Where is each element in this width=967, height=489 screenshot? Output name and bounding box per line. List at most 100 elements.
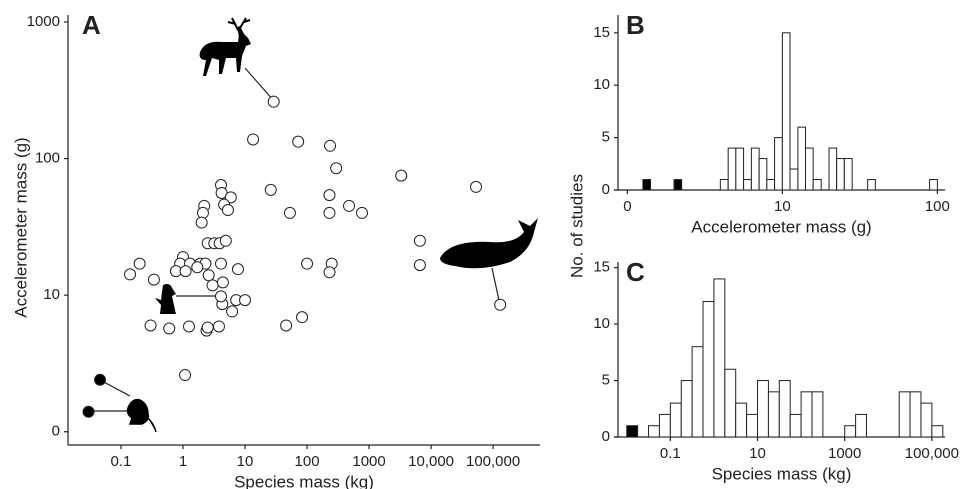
x-tick-label: 100,000 (466, 453, 520, 470)
bar (648, 425, 660, 438)
y-tick-label: 5 (602, 372, 610, 389)
y-tick-label: 0 (602, 181, 610, 198)
bar (781, 32, 791, 191)
point (280, 319, 293, 332)
bar (642, 179, 652, 191)
x-tick-label: 0 (623, 198, 631, 215)
bar (855, 413, 867, 438)
point (214, 257, 227, 270)
point (202, 269, 215, 282)
point (239, 294, 252, 307)
bar (727, 147, 737, 191)
bar (828, 147, 838, 191)
bar (719, 179, 729, 191)
y-tick-label: 0 (52, 423, 60, 440)
bar (931, 425, 944, 438)
bar (626, 425, 639, 438)
point (247, 133, 260, 146)
bar (746, 413, 759, 438)
x-tick-label: 10 (749, 445, 766, 462)
point (413, 259, 426, 272)
point (224, 191, 237, 204)
point (324, 139, 337, 152)
point (494, 298, 507, 311)
y-tick-label: 0 (602, 428, 610, 445)
bar (800, 391, 813, 438)
point (356, 206, 369, 219)
y-tick-label: 10 (593, 315, 610, 332)
point (216, 276, 229, 289)
point (144, 319, 157, 332)
bar (778, 380, 791, 438)
bar (836, 158, 845, 191)
y-tick-label: 10 (593, 76, 610, 93)
x-tick-label: 100 (295, 453, 320, 470)
mouse-icon (126, 398, 157, 433)
x-axis-label: Species mass (kg) (234, 472, 374, 489)
connector (244, 67, 275, 102)
y-tick-label: 100 (35, 150, 60, 167)
point (206, 279, 219, 292)
bar (673, 179, 683, 191)
bar (702, 301, 715, 438)
bar (735, 402, 748, 438)
point (264, 183, 277, 196)
deer-icon (199, 17, 251, 76)
point (163, 322, 176, 335)
x-tick-label: 1 (179, 453, 187, 470)
y-axis-label: Accelerometer mass (g) (11, 137, 30, 317)
point (470, 180, 483, 193)
panel-label: A (82, 10, 101, 40)
panel-label: C (626, 257, 645, 287)
point (221, 204, 234, 217)
y-tick-label: 15 (593, 259, 610, 276)
bar (898, 391, 911, 438)
x-tick-label: 100,000 (905, 445, 959, 462)
bar (767, 391, 780, 438)
x-tick-label: 10,000 (408, 453, 454, 470)
point (231, 263, 244, 276)
x-tick-label: 100 (925, 198, 950, 215)
point (343, 199, 356, 212)
x-axis-label: Species mass (kg) (712, 464, 852, 483)
bar (750, 147, 760, 191)
point (267, 95, 280, 108)
point (323, 206, 336, 219)
point (283, 206, 296, 219)
point (179, 265, 192, 278)
bar (920, 402, 933, 438)
point (296, 311, 309, 324)
y-tick-label: 10 (43, 286, 60, 303)
bar (811, 391, 824, 438)
bar (843, 158, 853, 191)
point (301, 257, 314, 270)
y-axis-label: No. of studies (567, 174, 586, 278)
panel-label: B (626, 10, 645, 40)
x-tick-label: 1000 (352, 453, 385, 470)
bar (743, 179, 752, 191)
connector (491, 267, 501, 306)
bar (691, 346, 704, 438)
bar (805, 147, 814, 191)
y-tick-label: 1000 (27, 13, 60, 30)
point (330, 162, 343, 175)
point (191, 261, 204, 274)
point (219, 234, 232, 247)
bar (909, 391, 922, 438)
point (147, 273, 160, 286)
x-tick-label: 10 (774, 198, 791, 215)
point (124, 268, 137, 281)
bar (766, 179, 776, 191)
point (395, 169, 408, 182)
point (323, 189, 336, 202)
point (182, 320, 195, 333)
point (195, 216, 208, 229)
bar (724, 368, 737, 438)
whale-icon (440, 218, 538, 269)
bar (758, 158, 768, 191)
point (292, 135, 305, 148)
x-tick-label: 10 (237, 453, 254, 470)
point (82, 405, 95, 418)
point (226, 305, 239, 318)
